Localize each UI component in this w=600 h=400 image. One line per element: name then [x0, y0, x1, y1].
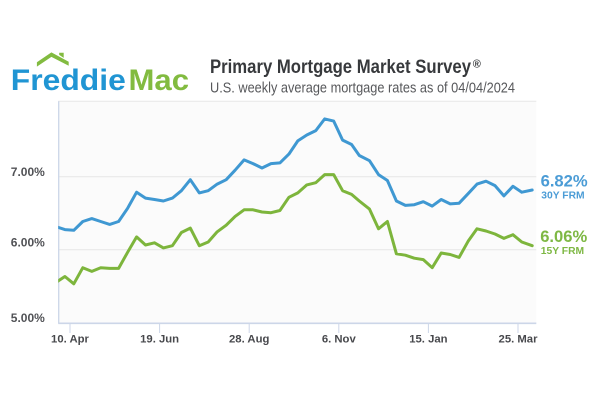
svg-text:6.06%: 6.06% — [540, 227, 587, 246]
svg-text:6. Nov: 6. Nov — [322, 334, 357, 346]
svg-text:30Y FRM: 30Y FRM — [541, 190, 584, 201]
svg-text:Mac: Mac — [129, 64, 190, 97]
svg-text:10. Apr: 10. Apr — [51, 334, 89, 346]
svg-text:Freddie: Freddie — [11, 64, 126, 97]
svg-text:6.82%: 6.82% — [541, 171, 588, 190]
svg-text:Primary Mortgage Market Survey: Primary Mortgage Market Survey — [210, 57, 471, 78]
svg-text:15. Jan: 15. Jan — [409, 334, 447, 346]
svg-text:7.00%: 7.00% — [11, 165, 45, 179]
svg-text:6.00%: 6.00% — [11, 235, 45, 249]
svg-text:15Y FRM: 15Y FRM — [541, 246, 584, 257]
svg-text:®: ® — [473, 59, 481, 71]
svg-text:28. Aug: 28. Aug — [229, 334, 269, 346]
svg-text:U.S. weekly average mortgage r: U.S. weekly average mortgage rates as of… — [210, 80, 515, 97]
svg-text:19. Jun: 19. Jun — [140, 334, 179, 346]
svg-text:25. Mar: 25. Mar — [499, 334, 539, 346]
svg-text:5.00%: 5.00% — [11, 311, 45, 325]
